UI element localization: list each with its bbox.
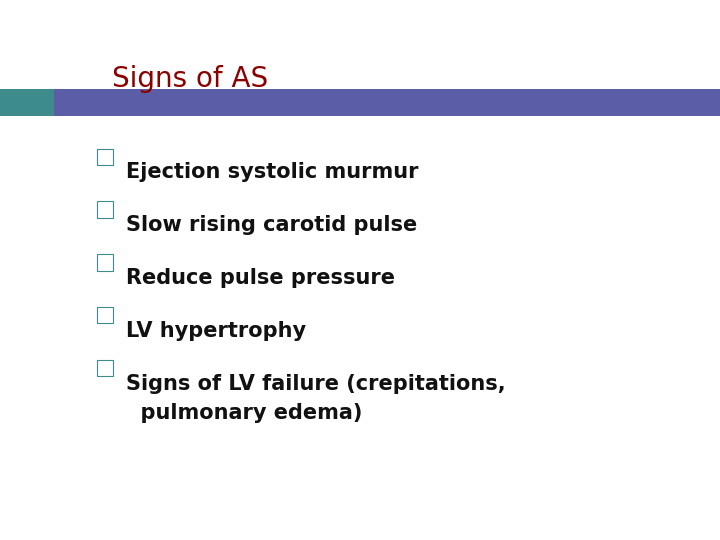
Text: Slow rising carotid pulse: Slow rising carotid pulse [126,215,418,235]
Text: Signs of AS: Signs of AS [112,65,268,93]
Text: Signs of LV failure (crepitations,: Signs of LV failure (crepitations, [126,374,505,394]
Text: Ejection systolic murmur: Ejection systolic murmur [126,162,418,182]
Text: LV hypertrophy: LV hypertrophy [126,321,306,341]
Text: Reduce pulse pressure: Reduce pulse pressure [126,268,395,288]
Text: pulmonary edema): pulmonary edema) [126,403,362,423]
